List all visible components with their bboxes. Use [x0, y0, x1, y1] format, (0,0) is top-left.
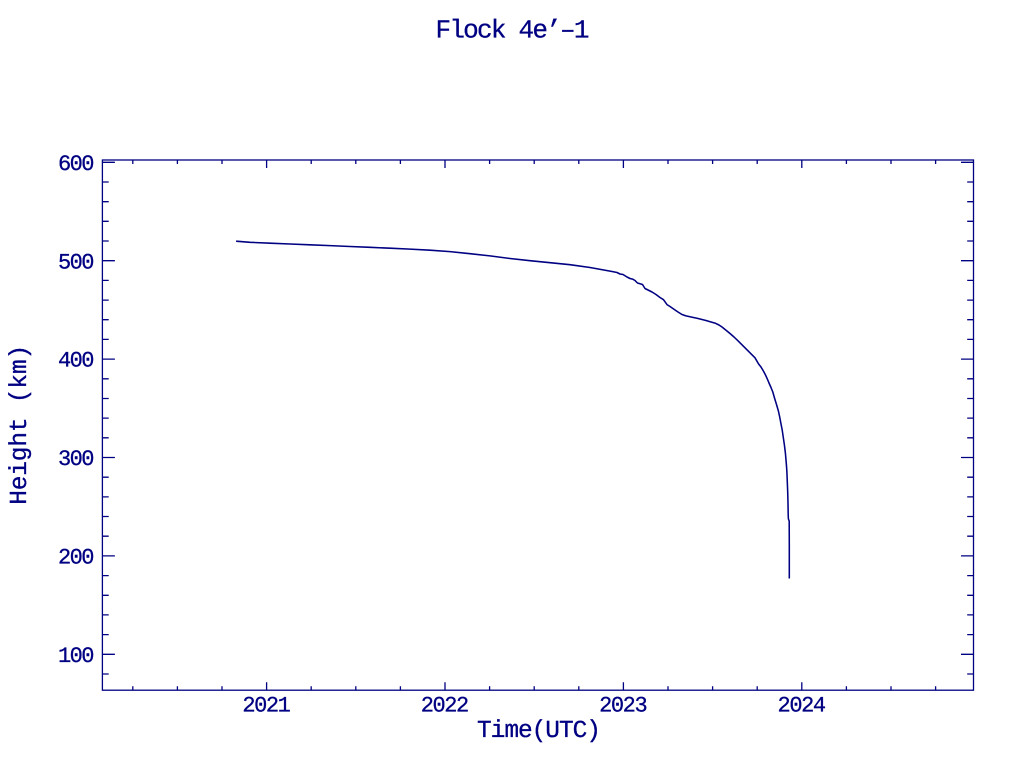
- svg-text:100: 100: [58, 644, 95, 669]
- svg-text:400: 400: [58, 349, 95, 374]
- svg-text:200: 200: [58, 546, 95, 571]
- svg-text:2021: 2021: [242, 693, 291, 718]
- svg-text:Flock 4e’–1: Flock 4e’–1: [436, 16, 590, 46]
- svg-text:600: 600: [58, 152, 95, 177]
- svg-text:Time(UTC): Time(UTC): [477, 718, 601, 745]
- svg-text:2024: 2024: [778, 693, 827, 718]
- svg-text:500: 500: [58, 250, 95, 275]
- svg-text:Height (km): Height (km): [7, 345, 34, 505]
- svg-text:300: 300: [58, 447, 95, 472]
- svg-text:2023: 2023: [599, 693, 648, 718]
- svg-text:2022: 2022: [421, 693, 470, 718]
